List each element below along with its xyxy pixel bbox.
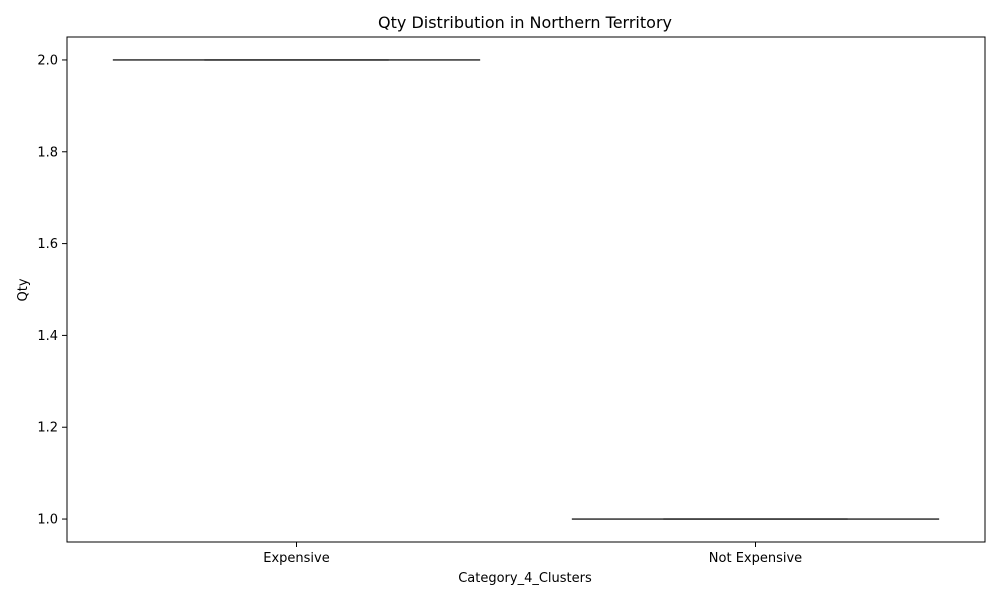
- x-tick-label: Not Expensive: [709, 551, 802, 566]
- y-axis: 1.0 1.2 1.4 1.6 1.8 2.0: [37, 53, 67, 528]
- plot-area-frame: [66, 36, 986, 543]
- x-axis-label: Category_4_Clusters: [458, 571, 592, 586]
- x-axis: Expensive Not Expensive: [263, 542, 802, 566]
- x-tick-label: Expensive: [263, 551, 329, 566]
- y-tick-label: 1.2: [37, 421, 58, 436]
- chart-title: Qty Distribution in Northern Territory: [378, 13, 672, 32]
- y-tick-label: 2.0: [37, 53, 58, 68]
- y-tick-label: 1.8: [37, 145, 58, 160]
- y-axis-label: Qty: [16, 278, 31, 301]
- y-tick-label: 1.0: [37, 513, 58, 528]
- box-series: [112, 59, 940, 520]
- y-tick-label: 1.4: [37, 329, 58, 344]
- y-tick-label: 1.6: [37, 237, 58, 252]
